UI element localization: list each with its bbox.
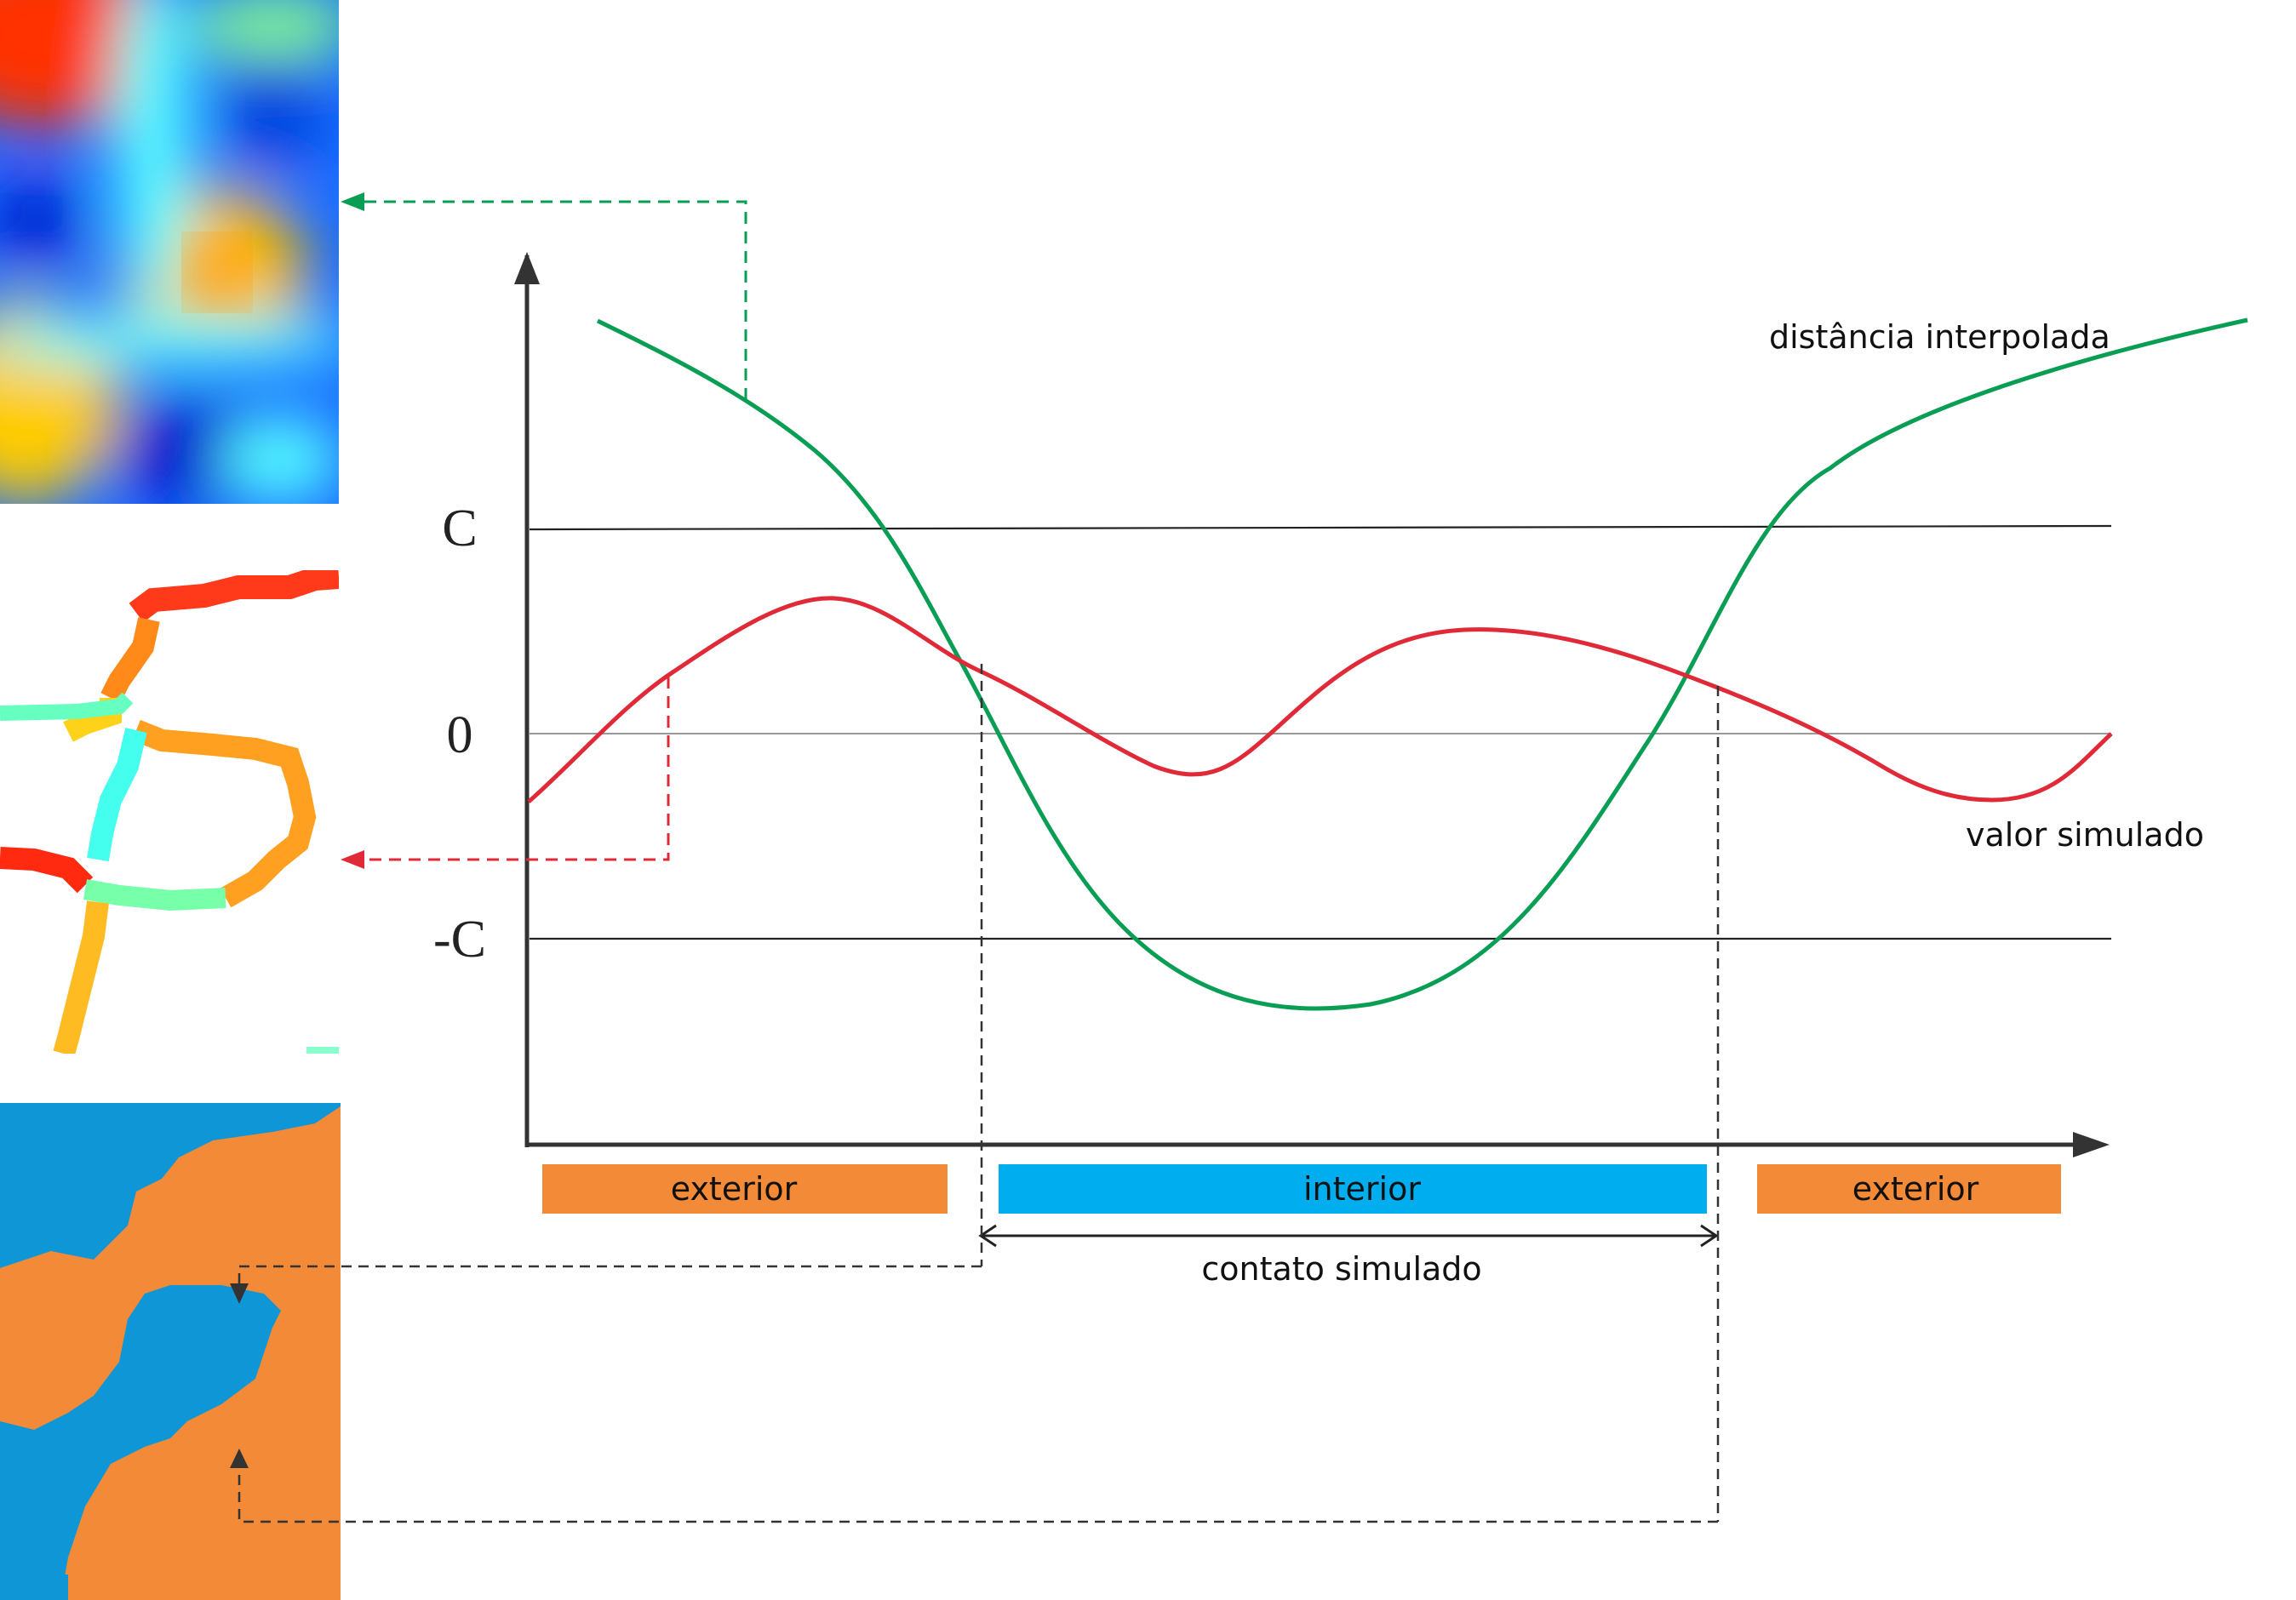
zone-label: exterior	[1852, 1170, 1979, 1208]
interpolated-distance-label: distância interpolada	[1769, 318, 2110, 356]
connector-interpolated	[351, 200, 747, 400]
simulated-value-label: valor simulado	[1966, 816, 2204, 854]
threshold-c-line	[529, 524, 2112, 531]
contact-arrow-top-icon	[230, 1283, 249, 1304]
label-c-pos: C	[442, 500, 477, 557]
zone-bar-exterior-left: exterior	[542, 1164, 948, 1214]
simulated-value-curve	[527, 596, 2113, 803]
simulated-field-panel	[0, 570, 339, 1054]
contact-arrow-bottom-icon	[230, 1449, 249, 1468]
contact-span: contato simulado	[978, 1224, 1719, 1288]
y-axis-arrowhead	[514, 252, 540, 284]
chart: C 0 -C distância interpolada valor simul…	[230, 192, 2248, 1523]
zone-bar-exterior-right: exterior	[1757, 1164, 2061, 1214]
zone-bar-interior: interior	[999, 1164, 1707, 1214]
connector-simulated	[351, 677, 670, 861]
zone-label: interior	[1303, 1170, 1421, 1208]
distance-field-panel	[0, 0, 339, 504]
label-zero: 0	[447, 706, 473, 764]
label-c-neg: -C	[433, 911, 486, 969]
connector-interpolated-arrowhead	[341, 192, 364, 211]
x-axis-arrowhead	[2073, 1132, 2110, 1157]
interpolated-distance-curve	[596, 317, 2248, 1011]
classified-map-panel	[0, 1103, 341, 1600]
zone-label: exterior	[671, 1170, 798, 1208]
connector-simulated-arrowhead	[341, 850, 364, 869]
connector-contact-lines	[238, 664, 1720, 1523]
contact-label: contato simulado	[1201, 1250, 1481, 1288]
